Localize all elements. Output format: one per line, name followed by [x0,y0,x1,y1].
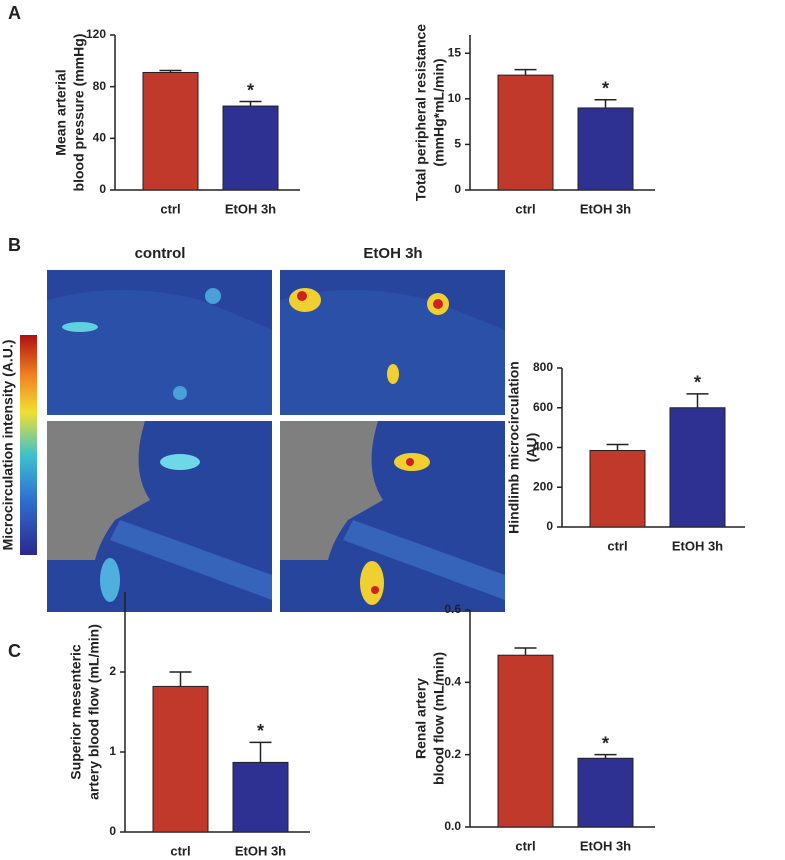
significance: * [257,721,264,741]
x-tick-label: EtOH 3h [580,838,631,853]
colorbar [20,335,37,555]
bar [152,685,209,833]
x-tick-label: EtOH 3h [672,538,723,553]
y-tick-label: 800 [533,360,553,374]
bar [232,761,289,833]
x-tick-label: ctrl [160,201,180,216]
error-bar [594,98,617,108]
y-tick-label: 200 [533,479,553,493]
y-axis-label: Superior mesenteric [68,644,84,780]
error-bar [594,753,617,759]
y-tick-label: 5 [454,137,461,151]
y-tick-label: 0 [454,182,461,196]
x-tick-label: ctrl [515,838,535,853]
error-bar [514,647,537,656]
x-tick-label: EtOH 3h [225,201,276,216]
x-tick-label: ctrl [607,538,627,553]
significance: * [602,78,609,98]
panel-label: C [8,641,21,661]
error-bar [169,671,192,687]
significance: * [247,80,254,100]
x-tick-label: ctrl [515,201,535,216]
panel-label: A [8,3,21,23]
y-axis-label: (AU) [524,433,540,463]
error-bar [159,69,182,73]
y-tick-label: 2 [109,664,116,678]
x-tick-label: ctrl [170,843,190,858]
y-axis-label: Total peripheral resistance [413,24,429,201]
y-axis-label: (mmHg*mL/min) [431,58,447,166]
y-tick-label: 15 [448,45,462,59]
bar [577,757,634,828]
error-bar [686,393,709,408]
panel-label: B [8,235,21,255]
error-bar [249,741,272,763]
colorbar-label: Microcirculation intensity (A.U.) [0,340,16,551]
y-tick-label: 0.0 [444,819,461,833]
error-bar [514,68,537,76]
y-tick-label: 80 [93,79,107,93]
column-title: EtOH 3h [363,245,422,262]
y-tick-label: 0 [99,182,106,196]
y-tick-label: 600 [533,400,553,414]
x-tick-label: EtOH 3h [580,201,631,216]
y-tick-label: 400 [533,440,553,454]
y-axis-label: artery blood flow (mL/min) [86,624,102,800]
bar [142,71,199,191]
x-tick-label: EtOH 3h [235,843,286,858]
column-title: control [135,245,186,262]
y-axis-label: Mean arterial [53,69,69,155]
bar [497,74,554,191]
bar [577,107,634,191]
y-tick-label: 0 [546,519,553,533]
y-axis-label: Hindlimb microcirculation [506,361,522,534]
flow-images [47,270,505,612]
y-tick-label: 1 [109,744,116,758]
y-tick-label: 0.4 [444,675,461,689]
y-axis-label: blood pressure (mmHg) [71,34,87,192]
significance: * [694,373,701,393]
y-tick-label: 40 [93,131,107,145]
y-axis-label: blood flow (mL/min) [431,652,447,785]
y-axis-label: Renal artery [413,678,429,759]
bar [589,449,646,528]
y-tick-label: 0.2 [444,747,461,761]
y-tick-label: 10 [448,91,462,105]
significance: * [602,733,609,753]
error-bar [606,443,629,451]
bar [497,654,554,828]
y-tick-label: 0.6 [444,602,461,616]
bar [222,105,279,191]
bar [669,407,726,528]
y-tick-label: 0 [109,824,116,838]
error-bar [239,100,262,107]
y-tick-label: 120 [86,27,106,41]
